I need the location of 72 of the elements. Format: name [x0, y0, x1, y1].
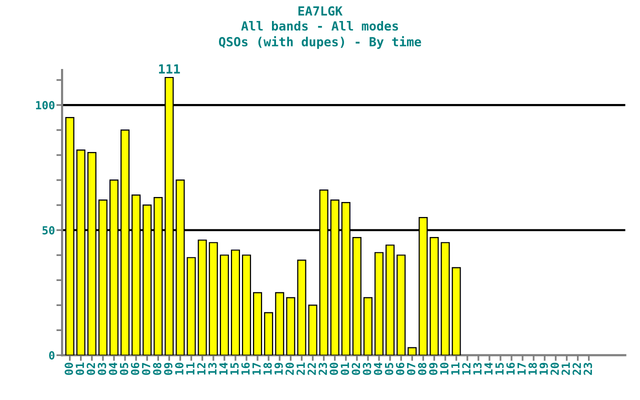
- x-tick-label: 03: [98, 362, 106, 375]
- x-tick-label: 22: [308, 363, 316, 375]
- x-tick-label: 14: [484, 362, 493, 374]
- x-tick-label: 17: [518, 362, 526, 374]
- x-tick-label: 02: [352, 363, 360, 375]
- bar: [408, 347, 417, 356]
- bar: [186, 257, 196, 356]
- x-tick-label: 11: [186, 362, 194, 374]
- x-tick-label: 00: [330, 362, 338, 375]
- bar: [198, 240, 207, 356]
- x-tick-label: 10: [440, 362, 448, 374]
- bar: [230, 250, 240, 356]
- x-tick-label: 20: [285, 362, 294, 375]
- x-tick-label: 06: [130, 362, 140, 375]
- x-tick-label: 12: [462, 363, 470, 374]
- x-tick-label: 04: [374, 362, 382, 375]
- x-tick-label: 05: [120, 362, 128, 375]
- x-tick-label: 16: [506, 362, 515, 374]
- x-tick-label: 15: [495, 362, 504, 374]
- bar: [386, 244, 395, 356]
- x-tick-label: 16: [241, 362, 250, 374]
- x-tick-label: 01: [340, 362, 350, 375]
- x-tick-label: 07: [142, 362, 150, 375]
- bar: [253, 292, 262, 356]
- bar: [286, 297, 296, 356]
- x-tick-label: 12: [197, 363, 206, 374]
- x-tick-label: 02: [86, 363, 96, 375]
- x-tick-label: 09: [164, 362, 172, 375]
- x-tick-label: 13: [208, 362, 217, 374]
- x-tick-label: 18: [528, 362, 537, 374]
- bar: [308, 304, 318, 356]
- x-tick-label: 21: [562, 362, 570, 375]
- bar: [264, 312, 274, 356]
- bar: [396, 254, 406, 356]
- bar: [352, 237, 362, 356]
- data-label: 111: [159, 64, 180, 74]
- x-tick-label: 13: [473, 362, 482, 374]
- bar: [208, 242, 218, 356]
- x-tick-label: 07: [406, 362, 416, 375]
- x-tick-label: 22: [572, 363, 581, 375]
- x-tick-label: 00: [64, 362, 74, 375]
- bar: [275, 292, 284, 356]
- x-tick-label: 04: [108, 362, 118, 375]
- x-tick-label: 08: [152, 362, 162, 375]
- x-tick-label: 17: [252, 362, 261, 374]
- bar: [297, 260, 306, 356]
- x-tick-label: 15: [230, 362, 239, 374]
- bar: [242, 254, 252, 356]
- y-tick-label: 0: [49, 351, 54, 360]
- chart-title: EA7LGK All bands - All modes QSOs (with dupes) - By time: [218, 6, 422, 49]
- x-tick-label: 19: [540, 362, 548, 374]
- x-tick-label: 23: [318, 362, 328, 375]
- x-tick-label: 11: [451, 362, 460, 374]
- x-tick-label: 21: [296, 362, 305, 375]
- x-tick-label: 05: [384, 362, 394, 375]
- x-tick-label: 18: [263, 362, 272, 374]
- x-tick-label: 09: [429, 362, 438, 375]
- x-tick-label: 19: [274, 362, 283, 374]
- x-tick-label: 10: [175, 362, 184, 374]
- bar: [452, 267, 461, 356]
- y-tick-label: 50: [42, 226, 54, 234]
- x-tick-label: 03: [362, 362, 372, 375]
- bar: [374, 252, 384, 356]
- bar: [220, 254, 229, 356]
- x-tick-label: 23: [584, 362, 592, 375]
- x-tick-label: 14: [219, 362, 228, 374]
- x-tick-label: 20: [550, 362, 559, 375]
- x-tick-label: 08: [418, 362, 426, 375]
- bar: [363, 297, 373, 356]
- x-tick-label: 06: [396, 362, 404, 375]
- x-tick-label: 01: [76, 362, 84, 375]
- y-tick-label: 100: [36, 101, 54, 110]
